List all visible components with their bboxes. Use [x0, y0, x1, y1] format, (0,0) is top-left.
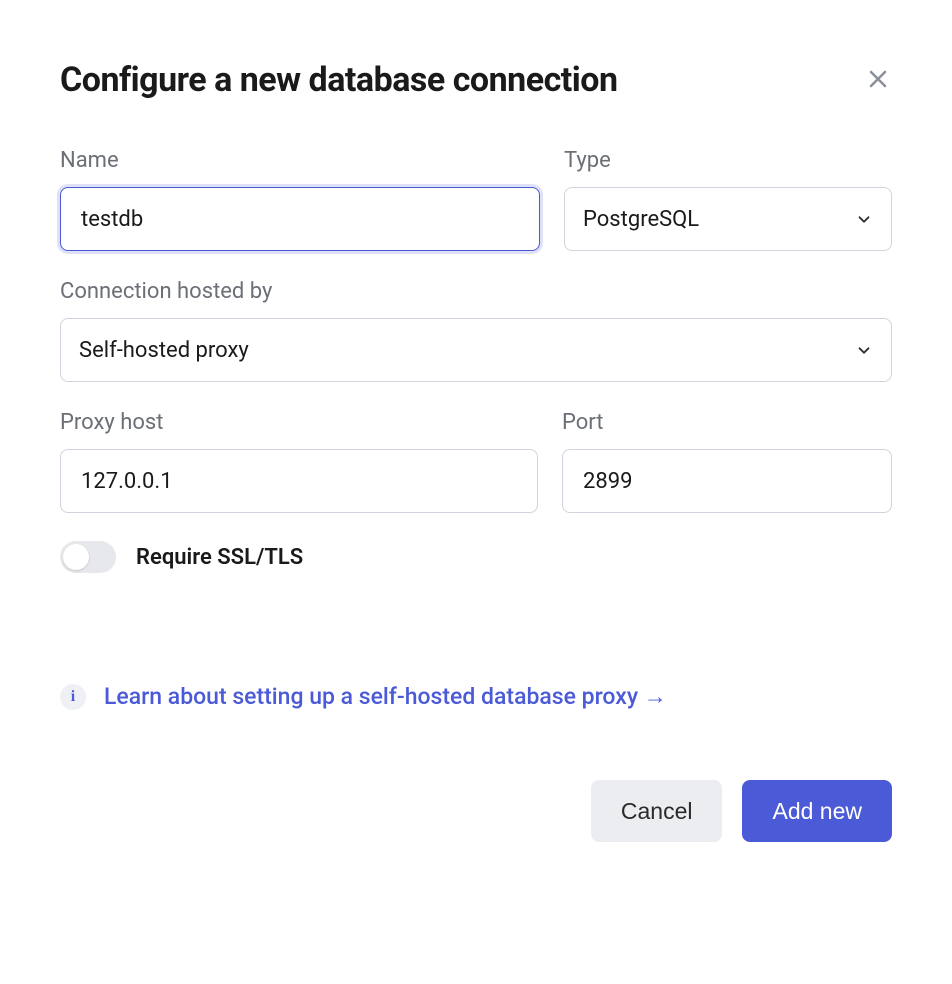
type-select[interactable]: PostgreSQL: [564, 187, 892, 251]
dialog-title: Configure a new database connection: [60, 60, 618, 100]
configure-db-dialog: Configure a new database connection Name…: [0, 0, 952, 902]
chevron-down-icon: [855, 210, 873, 228]
type-value: PostgreSQL: [583, 207, 699, 232]
add-new-button[interactable]: Add new: [742, 780, 892, 842]
hosted-by-label: Connection hosted by: [60, 279, 892, 304]
port-input[interactable]: [581, 468, 873, 495]
ssl-toggle-row: Require SSL/TLS: [60, 541, 892, 573]
toggle-knob: [63, 544, 89, 570]
name-label: Name: [60, 148, 540, 173]
proxy-host-label: Proxy host: [60, 410, 538, 435]
chevron-down-icon: [855, 341, 873, 359]
name-input-wrapper[interactable]: [60, 187, 540, 251]
row-host-port: Proxy host Port: [60, 410, 892, 513]
name-input[interactable]: [79, 206, 521, 233]
cancel-button[interactable]: Cancel: [591, 780, 723, 842]
info-row: i Learn about setting up a self-hosted d…: [60, 683, 892, 710]
ssl-toggle[interactable]: [60, 541, 116, 573]
port-input-wrapper[interactable]: [562, 449, 892, 513]
close-icon: [868, 69, 888, 89]
proxy-host-input[interactable]: [79, 468, 519, 495]
hosted-by-select[interactable]: Self-hosted proxy: [60, 318, 892, 382]
field-proxy-host: Proxy host: [60, 410, 538, 513]
hosted-by-value: Self-hosted proxy: [79, 338, 249, 363]
row-hosted-by: Connection hosted by Self-hosted proxy: [60, 279, 892, 382]
ssl-toggle-label: Require SSL/TLS: [136, 545, 303, 570]
row-name-type: Name Type PostgreSQL: [60, 148, 892, 251]
field-type: Type PostgreSQL: [564, 148, 892, 251]
field-port: Port: [562, 410, 892, 513]
field-name: Name: [60, 148, 540, 251]
proxy-host-input-wrapper[interactable]: [60, 449, 538, 513]
dialog-footer: Cancel Add new: [60, 780, 892, 842]
field-hosted-by: Connection hosted by Self-hosted proxy: [60, 279, 892, 382]
close-button[interactable]: [864, 62, 892, 98]
learn-more-link[interactable]: Learn about setting up a self-hosted dat…: [104, 683, 667, 710]
dialog-header: Configure a new database connection: [60, 60, 892, 148]
port-label: Port: [562, 410, 892, 435]
type-label: Type: [564, 148, 892, 173]
info-icon: i: [60, 684, 86, 710]
